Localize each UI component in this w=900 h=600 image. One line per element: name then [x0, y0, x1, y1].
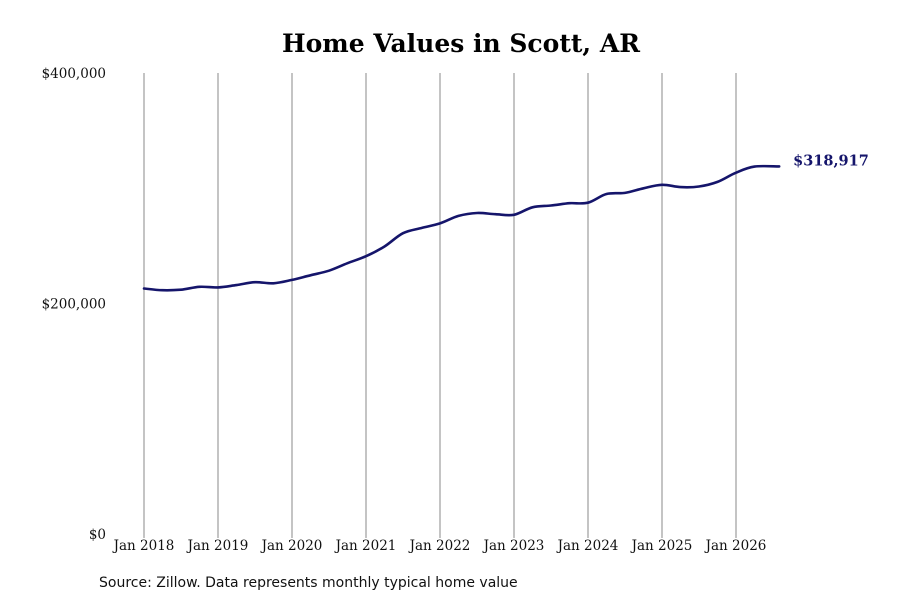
vertical-gridlines: [143, 73, 737, 538]
end-value-label: $318,917: [793, 152, 869, 169]
y-tick-label: $200,000: [42, 297, 106, 313]
x-tick-label: Jan 2026: [704, 538, 767, 554]
y-tick-label: $400,000: [42, 66, 106, 82]
y-axis-ticks: $0 $200,000 $400,000: [42, 66, 106, 543]
x-tick-label: Jan 2022: [408, 538, 471, 554]
x-tick-label: Jan 2023: [482, 538, 545, 554]
x-tick-label: Jan 2020: [260, 538, 323, 554]
x-tick-label: Jan 2024: [556, 538, 619, 554]
x-tick-label: Jan 2021: [334, 538, 397, 554]
x-tick-label: Jan 2025: [630, 538, 693, 554]
x-tick-label: Jan 2018: [112, 538, 175, 554]
y-tick-label: $0: [89, 527, 106, 543]
series-line: [142, 164, 781, 292]
x-tick-label: Jan 2019: [186, 538, 249, 554]
chart-title: Home Values in Scott, AR: [282, 29, 640, 58]
source-note: Source: Zillow. Data represents monthly …: [99, 575, 518, 591]
x-axis-ticks: Jan 2018 Jan 2019 Jan 2020 Jan 2021 Jan 2022…: [112, 538, 767, 554]
